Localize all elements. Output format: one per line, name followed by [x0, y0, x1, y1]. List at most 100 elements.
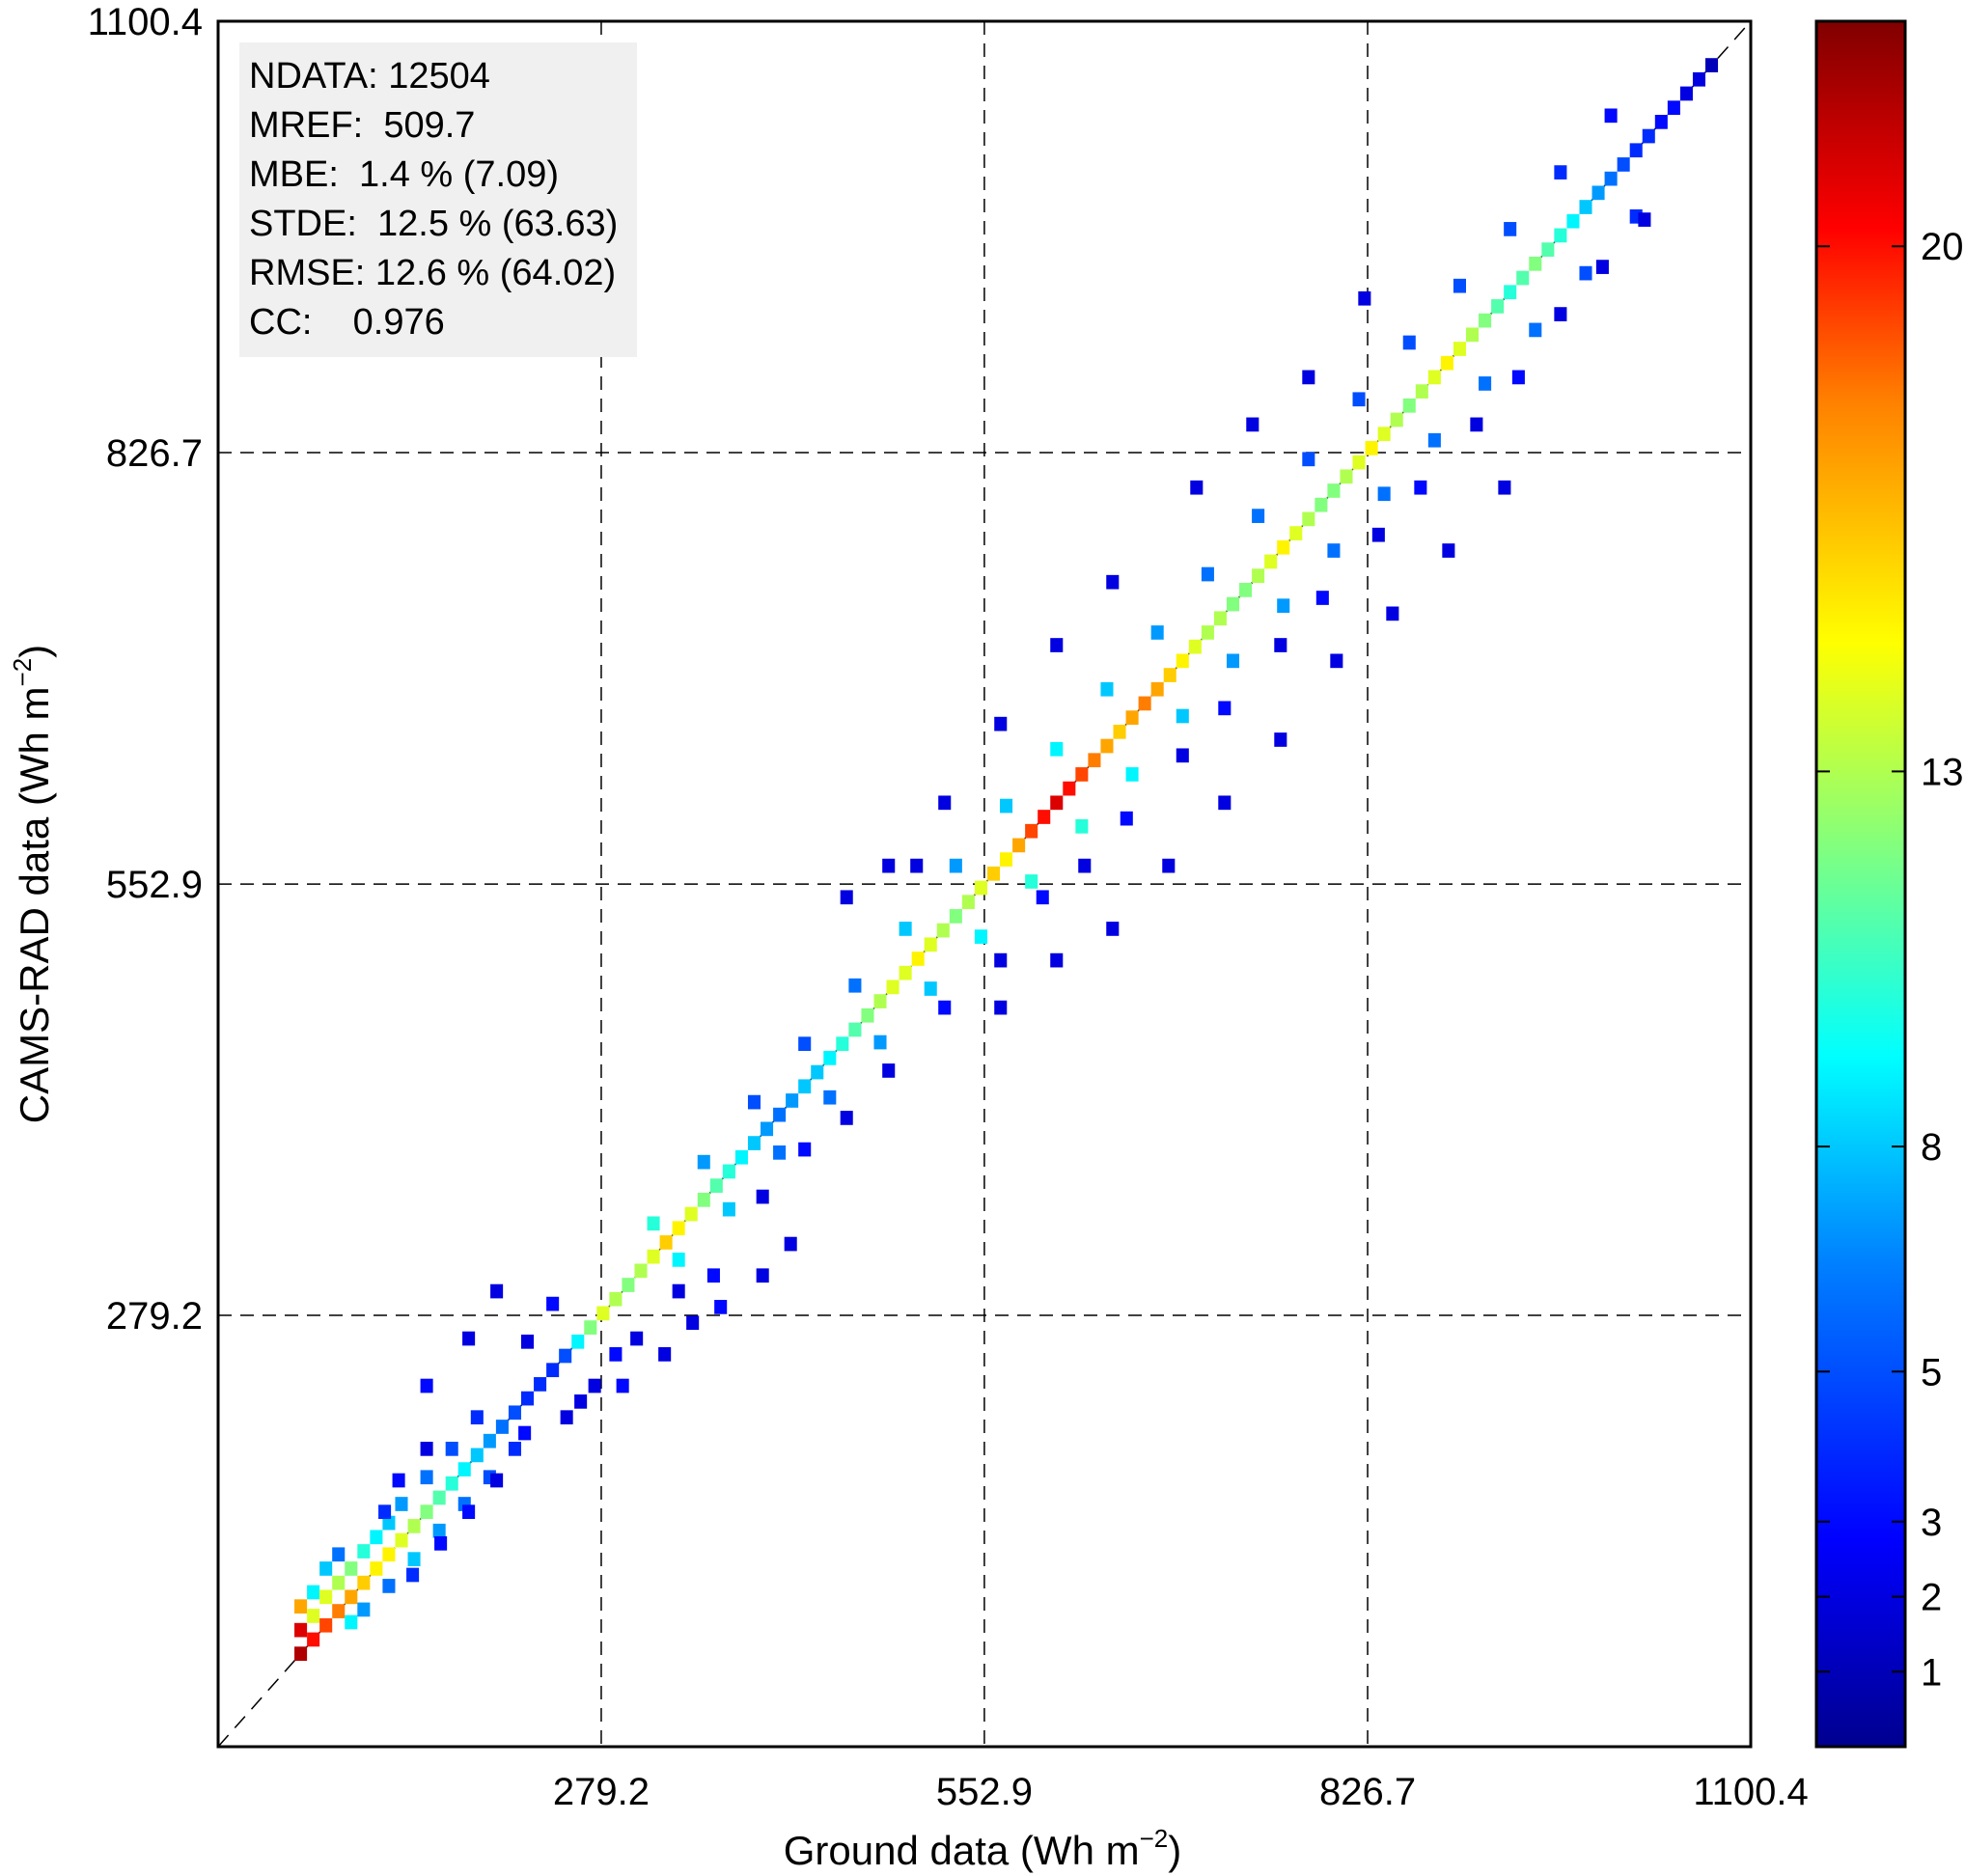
heatmap-cell — [1541, 242, 1555, 257]
heatmap-cell — [420, 1504, 433, 1520]
stat-mbe: MBE: 1.4 % (7.09) — [249, 154, 560, 195]
heatmap-cell — [938, 795, 952, 811]
heatmap-cell — [734, 1149, 748, 1165]
heatmap-cell — [1427, 432, 1441, 448]
heatmap-cell — [1274, 638, 1287, 652]
colorbar-tick-label: 2 — [1921, 1577, 1942, 1619]
heatmap-cell — [1050, 638, 1064, 652]
heatmap-cell — [1213, 611, 1227, 626]
heatmap-cell — [836, 1036, 849, 1052]
heatmap-cell — [936, 923, 950, 938]
heatmap-cells — [294, 58, 1719, 1662]
heatmap-cell — [1050, 741, 1064, 757]
heatmap-cell — [609, 1347, 623, 1362]
heatmap-cell — [483, 1433, 496, 1448]
heatmap-cell — [571, 1334, 585, 1349]
heatmap-cell — [994, 716, 1008, 731]
heatmap-cell — [949, 909, 962, 924]
heatmap-cell — [910, 858, 924, 873]
heatmap-cell — [420, 1378, 433, 1393]
heatmap-cell — [1453, 342, 1466, 356]
heatmap-cell — [924, 981, 937, 996]
heatmap-cell — [1036, 890, 1049, 905]
heatmap-cell — [848, 978, 862, 993]
heatmap-cell — [1642, 128, 1655, 144]
heatmap-cell — [672, 1221, 685, 1236]
heatmap-cell — [1470, 417, 1483, 432]
heatmap-cell — [445, 1442, 458, 1456]
heatmap-cell — [848, 1022, 862, 1037]
heatmap-cell — [1050, 952, 1064, 968]
heatmap-cell — [1120, 811, 1133, 826]
heatmap-cell — [1654, 115, 1668, 129]
heatmap-cell — [1415, 384, 1428, 399]
heatmap-cell — [357, 1575, 371, 1590]
heatmap-cell — [1252, 509, 1265, 523]
colorbar-tick-label: 1 — [1921, 1651, 1942, 1694]
heatmap-cell — [1453, 278, 1466, 293]
x-axis-ticks: 279.2 552.9 826.7 1100.4 — [553, 1771, 1809, 1813]
heatmap-cell — [911, 952, 925, 966]
heatmap-cell — [462, 1331, 476, 1346]
heatmap-cell — [756, 1189, 769, 1204]
heatmap-cell — [798, 1079, 812, 1094]
y-axis-ticks: 279.2 552.9 826.7 1100.4 — [88, 1, 203, 1338]
heatmap-cell — [873, 1035, 887, 1050]
stat-cc: CC: 0.976 — [249, 302, 445, 343]
heatmap-cell — [432, 1523, 446, 1538]
heatmap-cell — [986, 866, 1001, 881]
heatmap-cell — [560, 1410, 573, 1425]
heatmap-cell — [1427, 370, 1441, 385]
heatmap-cell — [1162, 858, 1176, 873]
heatmap-cell — [1100, 681, 1114, 697]
heatmap-cell — [861, 1007, 874, 1023]
heatmap-cell — [616, 1378, 629, 1393]
heatmap-cell — [974, 929, 987, 944]
heatmap-cell — [784, 1236, 797, 1252]
y-tick-label: 1100.4 — [88, 1, 203, 43]
heatmap-cell — [1113, 724, 1126, 739]
heatmap-cell — [1277, 598, 1290, 614]
stat-rmse: RMSE: 12.6 % (64.02) — [249, 253, 617, 293]
heatmap-cell — [1516, 270, 1530, 286]
heatmap-cell — [559, 1348, 572, 1364]
heatmap-cell — [1150, 625, 1164, 640]
heatmap-cell — [1000, 798, 1013, 814]
heatmap-cell — [1554, 228, 1567, 243]
heatmap-cell — [1529, 322, 1542, 338]
heatmap-cell — [294, 1646, 308, 1662]
heatmap-cell — [490, 1283, 504, 1299]
heatmap-cell — [490, 1473, 504, 1488]
heatmap-cell — [495, 1420, 509, 1434]
heatmap-cell — [407, 1552, 421, 1567]
heatmap-cell — [357, 1602, 371, 1617]
heatmap-cell — [1352, 392, 1366, 407]
heatmap-cell — [1371, 527, 1385, 542]
heatmap-cell — [1498, 480, 1511, 495]
heatmap-cell — [370, 1561, 383, 1576]
heatmap-cell — [1050, 795, 1064, 811]
heatmap-cell — [1246, 417, 1259, 432]
heatmap-cell — [332, 1547, 346, 1562]
heatmap-cell — [1491, 299, 1505, 314]
colorbar-tick-label: 3 — [1921, 1502, 1942, 1544]
heatmap-cell — [307, 1609, 320, 1623]
heatmap-cell — [407, 1519, 421, 1533]
heatmap-cell — [1692, 71, 1706, 87]
x-tick-label: 1100.4 — [1693, 1771, 1808, 1813]
heatmap-cell — [1705, 58, 1719, 72]
heatmap-cell — [434, 1535, 448, 1551]
heatmap-cell — [432, 1490, 446, 1505]
heatmap-cell — [1106, 574, 1120, 590]
y-tick-label: 552.9 — [106, 864, 203, 906]
colorbar-ticks: 1 2 3 5 8 13 20 — [1816, 226, 1964, 1694]
heatmap-cell — [647, 1216, 660, 1231]
heatmap-cell — [994, 1000, 1008, 1015]
heatmap-cell — [588, 1378, 601, 1393]
heatmap-cell — [420, 1442, 433, 1456]
heatmap-cell — [840, 890, 853, 905]
heatmap-cell — [672, 1253, 685, 1267]
heatmap-cell — [823, 1051, 837, 1065]
heatmap-cell — [1638, 212, 1651, 227]
heatmap-cell — [1629, 143, 1643, 158]
